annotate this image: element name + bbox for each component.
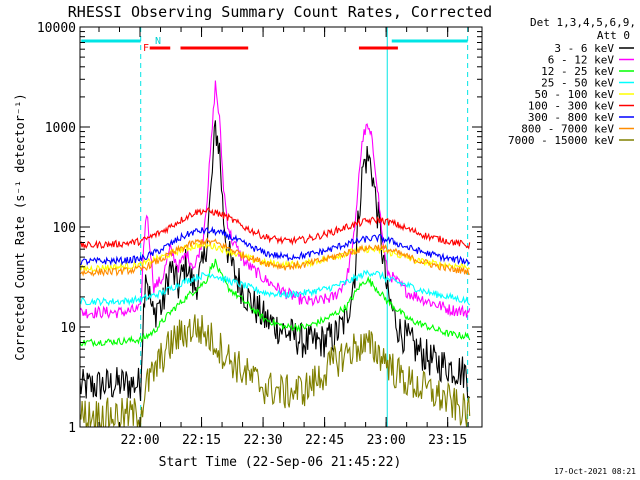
- y-axis-label: Corrected Count Rate (s⁻¹ detector⁻¹): [13, 93, 27, 360]
- legend-label: 25 - 50 keV: [541, 77, 614, 90]
- series-line-4: [79, 269, 471, 307]
- series-line-2: [79, 80, 471, 319]
- series-line-7: [79, 225, 471, 266]
- x-tick-label: 22:45: [305, 433, 344, 448]
- x-tick-label: 22:00: [120, 433, 159, 448]
- x-axis-label: Start Time (22-Sep-06 21:45:22): [159, 455, 402, 470]
- legend-label: 100 - 300 keV: [528, 100, 614, 113]
- plot-area: 1 10 100 1000 10000 22:00 22:15 22:30 22:45 23:0…: [37, 21, 483, 448]
- x-tick-label: 22:15: [182, 433, 221, 448]
- y-tick-label: 1000: [45, 121, 76, 136]
- y-axis-ticks: 1 10 100 1000 10000: [37, 21, 482, 436]
- x-axis-ticks: 22:00 22:15 22:30 22:45 23:00 23:15: [98, 27, 469, 448]
- y-tick-label: 1: [68, 421, 76, 436]
- legend-label: 7000 - 15000 keV: [508, 134, 614, 147]
- x-tick-label: 23:00: [367, 433, 406, 448]
- flag-label-n: N: [155, 36, 161, 47]
- series-lines: [79, 80, 471, 428]
- x-tick-label: 23:15: [428, 433, 467, 448]
- legend-label: 800 - 7000 keV: [521, 123, 614, 136]
- legend-label: 300 - 800 keV: [528, 111, 614, 124]
- series-line-8: [79, 237, 470, 277]
- chart-title: RHESSI Observing Summary Count Rates, Co…: [68, 3, 492, 21]
- series-line-3: [79, 258, 471, 348]
- y-tick-label: 10: [60, 321, 76, 336]
- footer-timestamp: 17-Oct-2021 08:21: [554, 467, 636, 476]
- series-line-9: [79, 314, 471, 428]
- legend-label: 6 - 12 keV: [548, 54, 615, 67]
- legend-label: 12 - 25 keV: [541, 65, 614, 78]
- legend-header-line1: Det 1,3,4,5,6,9,: [530, 16, 636, 29]
- y-tick-label: 100: [53, 221, 76, 236]
- legend-label: 50 - 100 keV: [535, 88, 615, 101]
- y-tick-label: 10000: [37, 21, 76, 36]
- flag-bars: [81, 39, 468, 50]
- legend-label: 3 - 6 keV: [554, 42, 614, 55]
- flag-label-f: F: [143, 43, 149, 54]
- series-line-6: [79, 207, 471, 250]
- legend-header-line2: Att 0: [597, 29, 630, 42]
- x-tick-label: 22:30: [244, 433, 283, 448]
